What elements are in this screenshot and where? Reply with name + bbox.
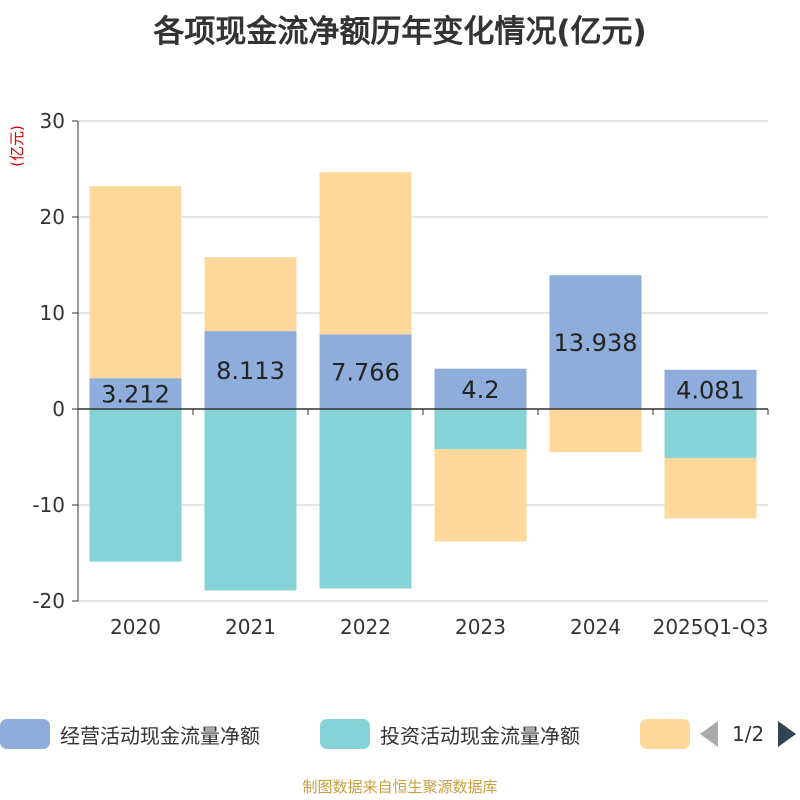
x-tick-label-2021: 2021 <box>225 615 276 639</box>
data-label-2022: 7.766 <box>331 359 400 387</box>
bar-2025Q1-Q3-series-0 <box>664 369 757 409</box>
bar-2023-series-1 <box>434 409 527 450</box>
data-label-2024: 13.938 <box>554 329 638 357</box>
chart-title: 各项现金流净额历年变化情况(亿元) <box>153 14 647 50</box>
x-tick-label-2023: 2023 <box>455 615 506 639</box>
x-tick-label-2022: 2022 <box>340 615 391 639</box>
x-tick-label-2020: 2020 <box>110 615 161 639</box>
bar-2021-series-1 <box>204 409 297 591</box>
legend-item-investing[interactable]: 投资活动现金流量净额 <box>320 716 580 752</box>
data-label-2020: 3.212 <box>101 381 170 409</box>
y-tick-label-1: 20 <box>40 205 65 229</box>
y-tick-label-4: -10 <box>32 493 65 517</box>
bar-2024-series-0 <box>549 275 642 409</box>
data-label-2025Q1-Q3: 4.081 <box>676 376 745 404</box>
data-label-2023: 4.2 <box>461 376 499 404</box>
bar-2020-series-1 <box>89 409 182 562</box>
y-tick-label-5: -20 <box>32 589 65 613</box>
data-label-2021: 8.113 <box>216 357 285 385</box>
legend-label-operating: 经营活动现金流量净额 <box>60 723 260 748</box>
bar-2022-series-0 <box>319 334 412 409</box>
x-tick-label-2025Q1-Q3: 2025Q1-Q3 <box>653 615 769 639</box>
legend-item-operating[interactable]: 经营活动现金流量净额 <box>0 716 260 752</box>
legend-label-investing: 投资活动现金流量净额 <box>380 723 580 748</box>
legend-swatch-financing <box>640 719 690 749</box>
bar-2023-series-2 <box>434 449 527 542</box>
legend-item-financing[interactable] <box>640 716 700 752</box>
pager-next-icon[interactable] <box>778 721 797 747</box>
bar-2022-series-1 <box>319 409 412 589</box>
pager-prev-icon[interactable] <box>700 721 718 747</box>
legend-swatch-investing <box>320 719 370 749</box>
bar-2023-series-0 <box>434 368 527 409</box>
x-tick-label-2024: 2024 <box>570 615 621 639</box>
pager-text: 1/2 <box>732 722 765 746</box>
y-axis-label: (亿元) <box>8 125 26 167</box>
bar-2020-series-2 <box>89 186 182 379</box>
y-tick-label-2: 10 <box>40 301 65 325</box>
legend-swatch-operating <box>0 719 50 749</box>
bar-2025Q1-Q3-series-2 <box>664 457 757 519</box>
source-note: 制图数据来自恒生聚源数据库 <box>302 778 498 796</box>
bar-2024-series-2 <box>549 409 642 453</box>
y-tick-label-3: 0 <box>52 397 65 421</box>
bar-2025Q1-Q3-series-1 <box>664 409 757 458</box>
bar-2020-series-0 <box>89 378 182 409</box>
bar-2021-series-0 <box>204 331 297 409</box>
bar-2021-series-2 <box>204 257 297 332</box>
bar-2022-series-2 <box>319 172 412 335</box>
y-tick-label-0: 30 <box>40 109 65 133</box>
legend-pager: 1/2 <box>700 716 797 752</box>
